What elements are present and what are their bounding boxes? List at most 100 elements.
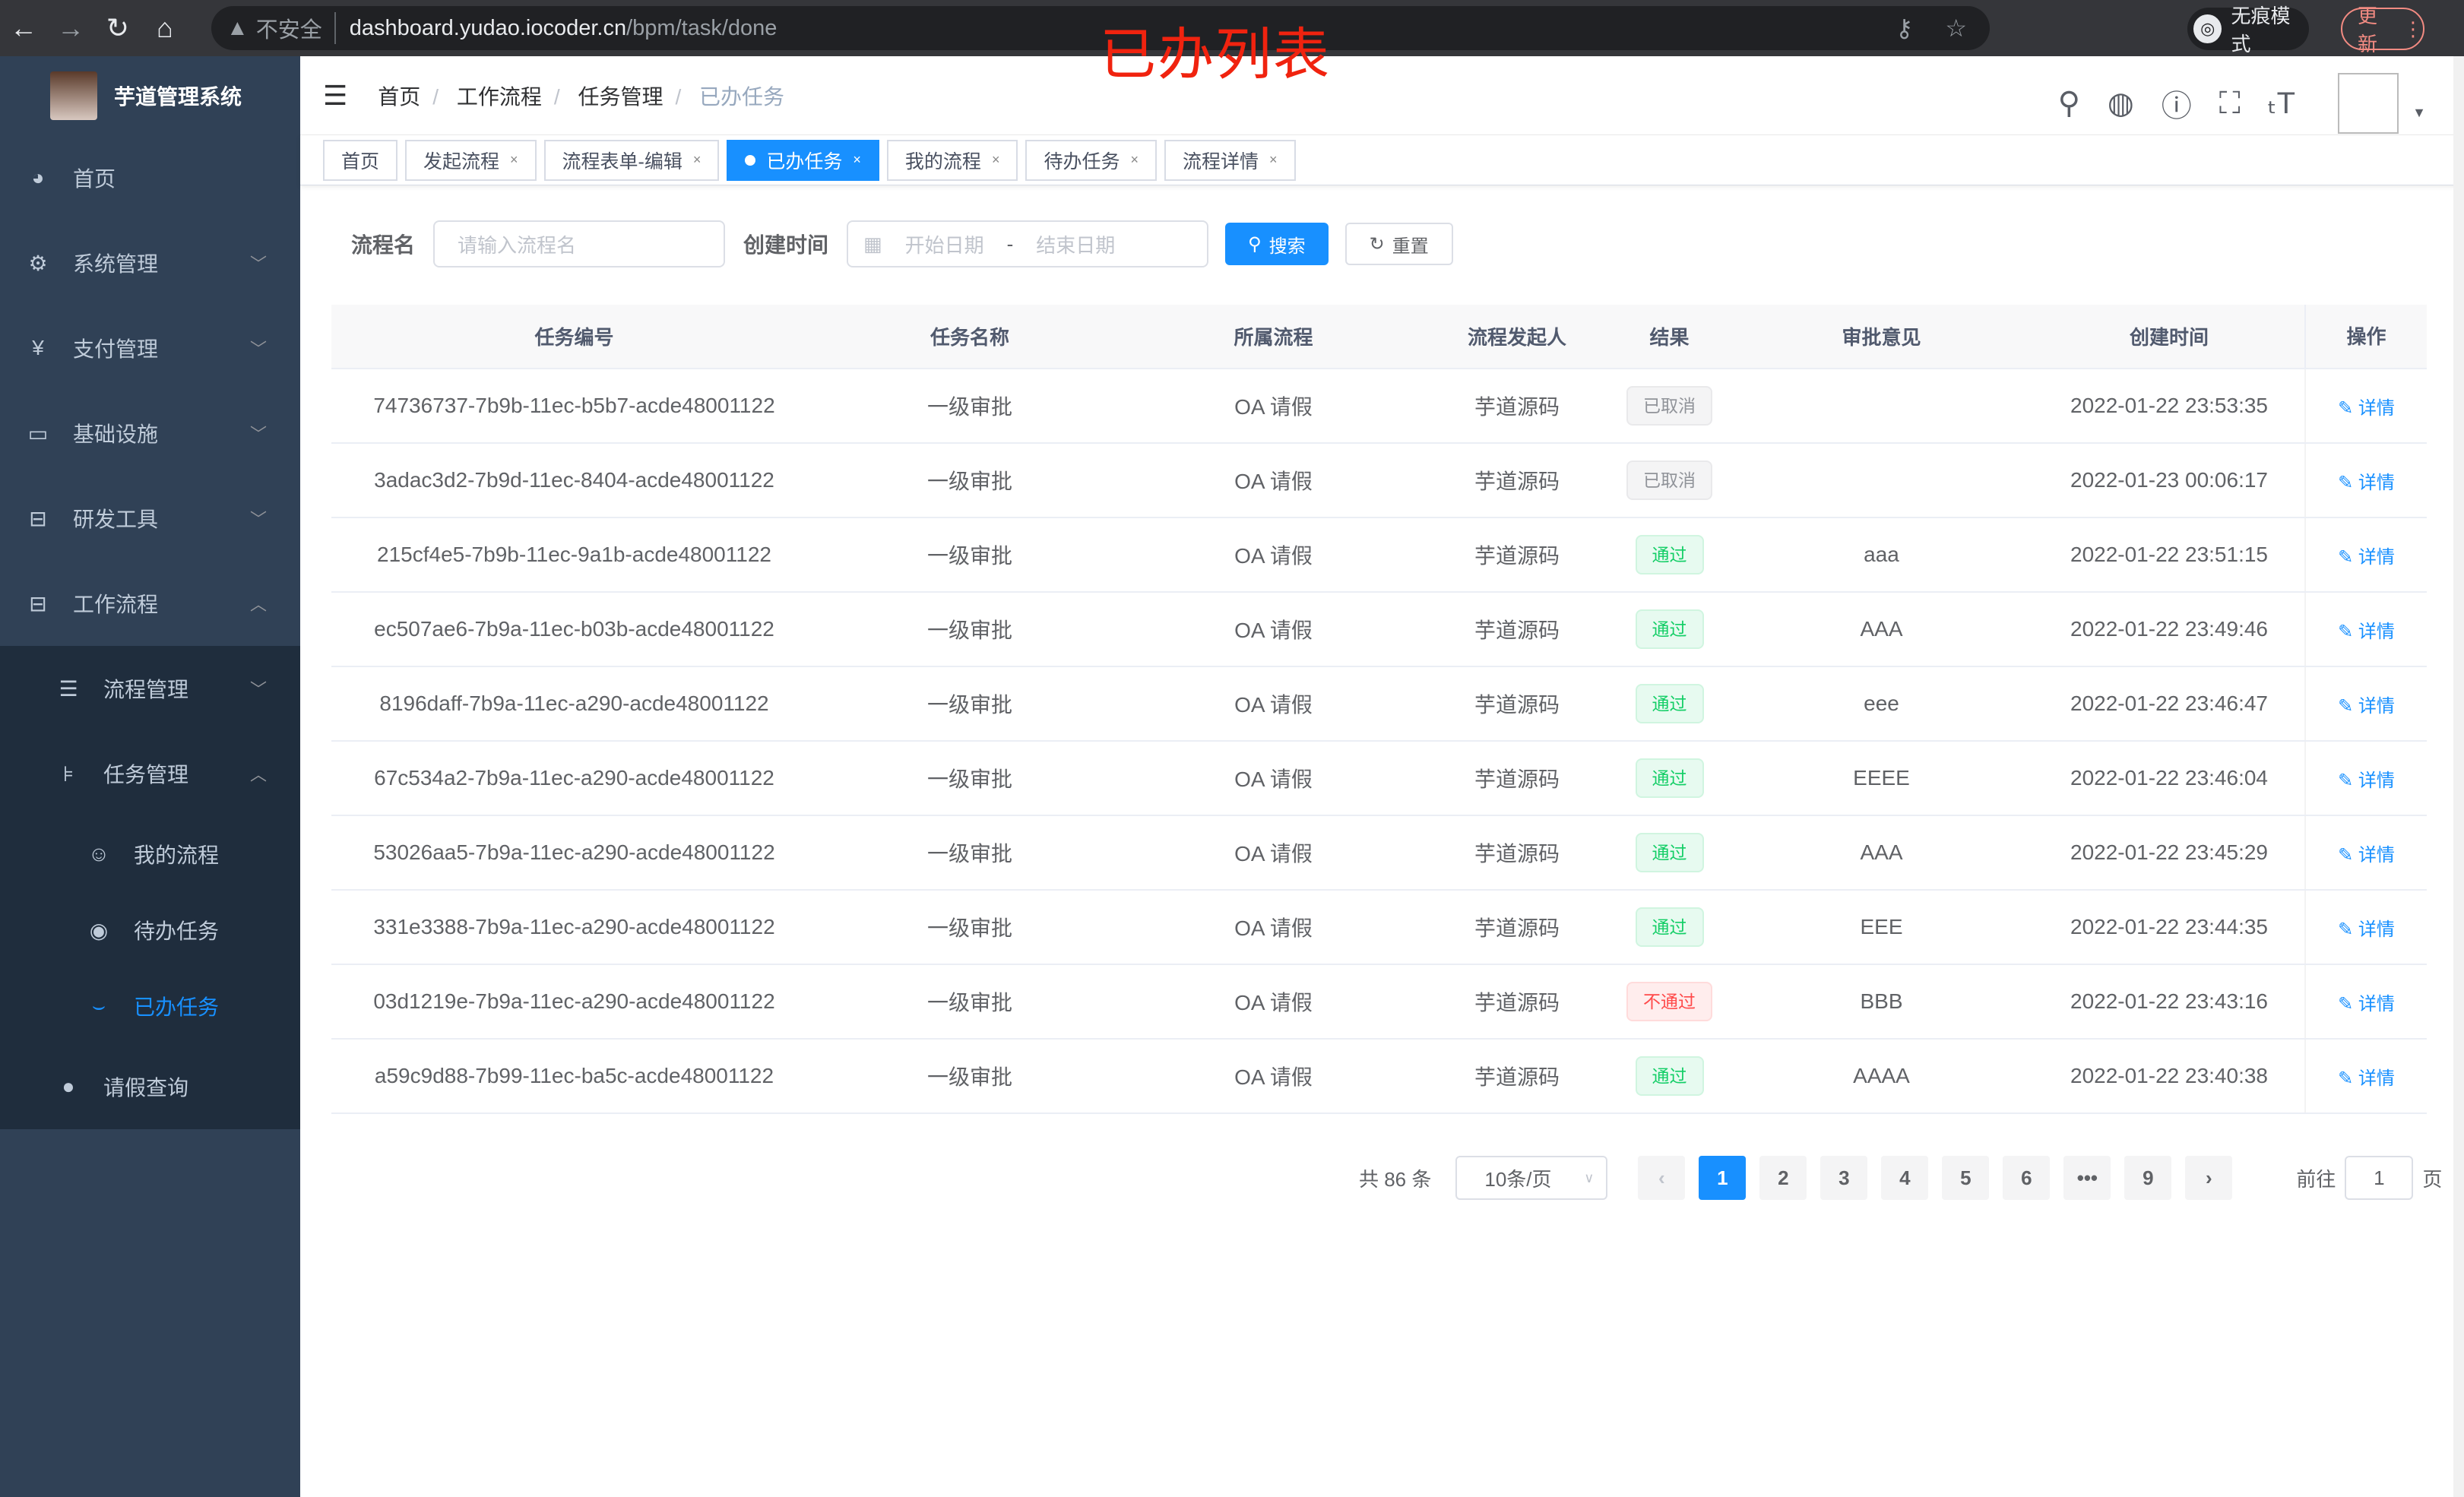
scrollbar[interactable] [2453,56,2464,1497]
page-button[interactable]: 4 [1881,1156,1929,1200]
sidebar-item-home[interactable]: ◕ 首页 [0,135,300,220]
close-icon[interactable]: × [692,152,702,167]
dashboard-icon: ◕ [31,166,45,189]
cell-name: 一级审批 [926,991,1012,1014]
sidebar-item-bpm[interactable]: ⊟ 工作流程 ︿ [0,561,300,646]
tag-done-tasks[interactable]: 已办任务 × [727,139,879,181]
logo-image [50,71,97,120]
edit-icon: ✎ [2338,621,2358,642]
column-header[interactable]: 创建时间 [2129,326,2209,349]
page-button[interactable]: 5 [1942,1156,1990,1200]
page-button[interactable]: 3 [1820,1156,1868,1200]
detail-label: 详情 [2358,472,2395,493]
annotation-title: 已办列表 [1100,23,1331,86]
search-button[interactable]: ⚲ 搜索 [1225,223,1329,265]
cell-time: 2022-01-23 00:06:17 [2070,468,2268,492]
close-icon[interactable]: × [510,152,518,167]
avatar[interactable] [2338,73,2399,134]
github-icon[interactable]: ◍ [2107,87,2134,120]
tag-label: 待办任务 [1044,150,1120,172]
monitor-icon: ▭ [27,421,49,445]
sidebar-item-my-process[interactable]: ☺ 我的流程 [0,816,300,892]
sidebar-item-task-manage[interactable]: ⊧ 任务管理 ︿ [0,731,300,816]
incognito-badge[interactable]: ◎ 无痕模式 [2187,5,2309,55]
sidebar-item-infra[interactable]: ▭ 基础设施 ﹀ [0,391,300,476]
sidebar-item-done[interactable]: ⌣ 已办任务 [0,968,300,1044]
end-date[interactable]: 结束日期 [1036,233,1116,257]
tag-process-detail[interactable]: 流程详情 × [1164,139,1296,181]
update-button[interactable]: 更新 ⋮ [2341,5,2424,55]
detail-link[interactable]: ✎ 详情 [2338,616,2395,643]
column-header[interactable]: 流程发起人 [1467,326,1566,349]
page-button[interactable]: 2 [1759,1156,1807,1200]
close-icon[interactable]: × [853,152,861,167]
column-header[interactable]: 任务名称 [930,326,1009,349]
detail-link[interactable]: ✎ 详情 [2338,840,2395,866]
page-size-select[interactable]: 10条/页 ∨ [1455,1156,1608,1200]
page-button[interactable]: 9 [2124,1156,2172,1200]
detail-link[interactable]: ✎ 详情 [2338,393,2395,419]
sidebar-item-pay[interactable]: ¥ 支付管理 ﹀ [0,305,300,391]
cell-id: ec507ae6-7b9a-11ec-b03b-acde48001122 [374,617,774,641]
page-button[interactable]: 6 [2003,1156,2051,1200]
detail-link[interactable]: ✎ 详情 [2338,1063,2395,1090]
tag-todo[interactable]: 待办任务 × [1025,139,1157,181]
search-icon[interactable]: ⚲ [2057,87,2080,120]
caret-down-icon[interactable]: ▼ [2412,105,2426,120]
toolbox-icon: ⊟ [29,506,47,530]
tag-label: 已办任务 [766,150,843,172]
help-icon[interactable]: ⓘ [2161,90,2192,123]
page-button[interactable]: 1 [1699,1156,1747,1200]
date-range-picker[interactable]: ▦ 开始日期 - 结束日期 [847,220,1209,267]
yen-icon: ¥ [32,336,44,359]
edit-icon: ✎ [2338,993,2358,1014]
goto-page-input[interactable]: 1 [2345,1156,2414,1200]
cell-starter: 芋道源码 [1474,1065,1560,1089]
address-bar[interactable]: ▲ 不安全 dashboard.yudao.iocoder.cn/bpm/tas… [211,6,1990,50]
breadcrumb-item[interactable]: 首页 [378,84,421,109]
sidebar-item-tool[interactable]: ⊟ 研发工具 ﹀ [0,476,300,561]
sidebar-item-system[interactable]: ⚙ 系统管理 ﹀ [0,220,300,305]
sidebar-logo[interactable]: 芋道管理系统 [0,56,300,135]
tag-my-process[interactable]: 我的流程 × [886,139,1018,181]
reset-button[interactable]: ↻ 重置 [1344,223,1453,265]
detail-link[interactable]: ✎ 详情 [2338,989,2395,1015]
menu-label: 工作流程 [73,593,159,616]
column-header[interactable]: 审批意见 [1842,326,1921,349]
forward-icon[interactable]: → [57,12,84,43]
menu-label: 待办任务 [134,919,220,943]
prev-page-button[interactable]: ‹ [1638,1156,1686,1200]
detail-link[interactable]: ✎ 详情 [2338,467,2395,494]
back-icon[interactable]: ← [10,12,37,43]
detail-link[interactable]: ✎ 详情 [2338,765,2395,792]
column-header[interactable]: 结果 [1649,326,1690,349]
fullscreen-icon[interactable]: ⛶ [2219,86,2241,120]
detail-link[interactable]: ✎ 详情 [2338,914,2395,941]
start-date[interactable]: 开始日期 [904,233,984,257]
close-icon[interactable]: × [1269,152,1278,167]
breadcrumb-item[interactable]: 工作流程 [456,84,542,109]
tag-home[interactable]: 首页 [323,139,398,181]
star-icon[interactable]: ☆ [1945,14,1967,42]
hamburger-icon[interactable]: ☰ [323,79,348,111]
close-icon[interactable]: × [1130,152,1139,167]
sidebar-item-process-manage[interactable]: ☰ 流程管理 ﹀ [0,646,300,731]
reload-icon[interactable]: ↻ [106,12,130,43]
tag-form-edit[interactable]: 流程表单-编辑 × [543,139,720,181]
tag-start-process[interactable]: 发起流程 × [405,139,537,181]
page-button[interactable]: ••• [2063,1156,2111,1200]
sidebar-item-todo[interactable]: ◉ 待办任务 [0,892,300,968]
key-icon[interactable]: ⚷ [1895,14,1914,42]
next-page-button[interactable]: › [2185,1156,2233,1200]
home-icon[interactable]: ⌂ [157,12,173,43]
font-size-icon[interactable]: ₜT [2267,87,2295,120]
sidebar-item-leave[interactable]: ● 请假查询 [0,1044,300,1129]
column-header[interactable]: 操作 [2304,305,2427,368]
close-icon[interactable]: × [991,152,1000,167]
column-header[interactable]: 任务编号 [534,326,614,349]
breadcrumb-item[interactable]: 任务管理 [578,84,664,109]
detail-link[interactable]: ✎ 详情 [2338,542,2395,568]
detail-link[interactable]: ✎ 详情 [2338,691,2395,717]
process-name-input[interactable]: 请输入流程名 [433,220,726,267]
column-header[interactable]: 所属流程 [1234,326,1313,349]
